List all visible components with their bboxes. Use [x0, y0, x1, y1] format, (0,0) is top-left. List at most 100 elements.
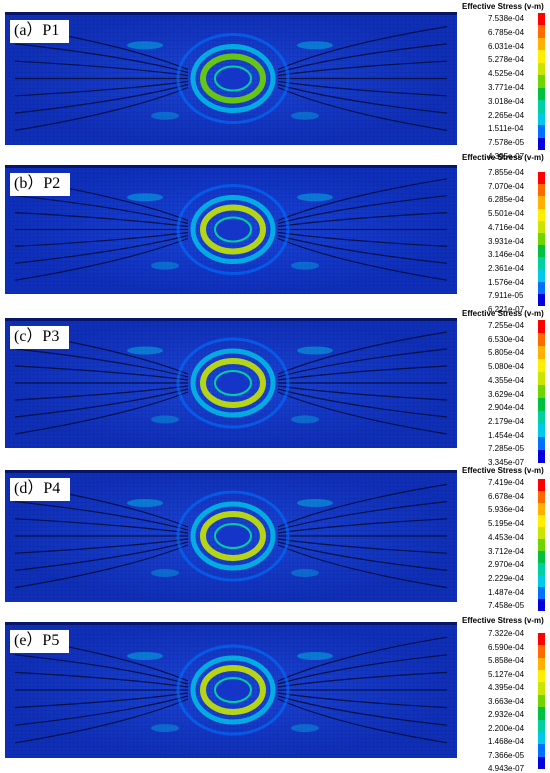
color-bar-swatch: [538, 172, 545, 185]
legend-tick-label: 7.458e-05: [488, 601, 525, 611]
color-bar-swatch: [538, 184, 545, 197]
legend-tick-label: 2.361e-04: [488, 263, 525, 273]
legend-tick-label: 7.855e-04: [488, 168, 525, 177]
color-bar-swatch: [538, 450, 545, 463]
color-bar: [538, 479, 545, 611]
color-bar-swatch: [538, 75, 545, 88]
legend-tick-label: 1.576e-04: [488, 277, 525, 287]
color-bar-swatch: [538, 563, 545, 575]
legend-tick-label: 5.080e-04: [488, 362, 525, 372]
legend-tick-label: 3.345e-07: [488, 458, 525, 467]
legend-tick-label: 6.785e-04: [488, 27, 525, 37]
legend-tick-label: 3.663e-04: [488, 696, 525, 706]
color-bar-swatch: [538, 599, 545, 611]
color-bar-swatch: [538, 281, 545, 294]
color-bar-swatch: [538, 527, 545, 539]
legend-tick-label: 1.487e-04: [488, 587, 525, 597]
color-bar-swatch: [538, 100, 545, 113]
legend-tick-label: 2.179e-04: [488, 416, 525, 426]
color-bar: [538, 172, 545, 306]
legend-tick-label: 3.712e-04: [488, 546, 525, 556]
color-bar-swatch: [538, 257, 545, 270]
panel-label: (b）P2: [10, 173, 71, 196]
color-bar-swatch: [538, 385, 545, 398]
legend-tick-label: 3.146e-04: [488, 250, 525, 260]
legend-tick-label: 7.366e-05: [488, 750, 525, 760]
color-bar-swatch: [538, 719, 545, 732]
color-bar-swatch: [538, 245, 545, 258]
color-bar-swatch: [538, 269, 545, 282]
color-bar-swatch: [538, 37, 545, 51]
color-bar-swatch: [538, 25, 545, 38]
legend-tick-label: 7.322e-04: [488, 629, 525, 638]
color-bar-swatch: [538, 587, 545, 599]
color-bar-swatch: [538, 682, 545, 695]
legend-tick-label: 7.070e-04: [488, 181, 525, 191]
color-bar-swatch: [538, 670, 545, 683]
color-bar-swatch: [538, 424, 545, 437]
legend-tick-label: 5.195e-04: [488, 519, 525, 529]
stress-field-image: [5, 318, 457, 448]
legend-tick-label: 7.911e-05: [488, 291, 524, 301]
legend-tick-label: 6.221e-07: [488, 305, 525, 314]
color-bar-swatch: [538, 112, 545, 126]
legend-tick-label: 4.716e-04: [488, 222, 525, 232]
legend-tick-label: 1.468e-04: [488, 737, 525, 746]
color-bar: [538, 320, 545, 463]
legend-tick-label: 4.355e-04: [488, 375, 525, 385]
legend-tick-label: 2.970e-04: [488, 560, 525, 570]
legend-tick-label: 3.018e-04: [488, 96, 525, 106]
legend-tick-label: 5.936e-04: [488, 505, 525, 515]
stress-field-image: [5, 622, 457, 758]
color-bar-swatch: [538, 220, 545, 233]
panel-label: (c）P3: [10, 326, 70, 349]
color-bar-swatch: [538, 346, 545, 359]
legend-title: Effective Stress (v-m): [462, 2, 544, 11]
legend-tick-label: 2.200e-04: [488, 723, 525, 733]
panel-label: (a）P1: [10, 20, 70, 43]
color-bar-swatch: [538, 320, 545, 333]
legend-title: Effective Stress (v-m): [462, 309, 544, 318]
panel-label: (e）P5: [10, 630, 70, 653]
color-bar-swatch: [538, 633, 545, 646]
legend-tick-label: 6.031e-04: [488, 41, 525, 51]
legend-tick-label: 2.904e-04: [488, 403, 525, 413]
legend-tick-label: 4.453e-04: [488, 532, 525, 542]
color-bar-swatch: [538, 62, 545, 76]
color-bar-swatch: [538, 372, 545, 385]
color-bar-swatch: [538, 657, 545, 671]
color-bar-swatch: [538, 333, 545, 346]
legend-tick-label: 5.858e-04: [488, 656, 525, 665]
legend-tick-label: 6.590e-04: [488, 642, 525, 652]
color-bar-swatch: [538, 491, 545, 503]
legend-tick-label: 7.419e-04: [488, 478, 525, 487]
legend-tick-label: 3.771e-04: [488, 83, 525, 92]
legend-tick-label: 2.265e-04: [488, 110, 525, 120]
legend-title: Effective Stress (v-m): [462, 616, 544, 625]
legend-tick-label: 5.278e-04: [488, 55, 525, 65]
legend-tick-label: 3.931e-04: [488, 236, 525, 246]
stress-field-image: [5, 165, 457, 294]
legend-tick-label: 5.805e-04: [488, 348, 525, 358]
legend-tick-label: 7.285e-05: [488, 444, 525, 454]
color-bar-swatch: [538, 293, 545, 306]
legend-tick-label: 7.538e-04: [488, 14, 525, 23]
legend-tick-label: 6.285e-04: [488, 195, 525, 205]
color-bar-swatch: [538, 756, 545, 769]
legend-tick-label: 7.255e-04: [488, 321, 525, 330]
color-bar-swatch: [538, 503, 545, 515]
stress-field-image: [5, 470, 457, 602]
color-bar-swatch: [538, 87, 545, 101]
color-bar-swatch: [538, 731, 545, 745]
color-bar-swatch: [538, 575, 545, 587]
legend-tick-label: 3.629e-04: [488, 389, 525, 399]
legend-tick-label: 5.127e-04: [488, 669, 525, 679]
legend-tick-label: 6.678e-04: [488, 491, 525, 501]
color-bar-swatch: [538, 398, 545, 411]
color-bar-swatch: [538, 137, 545, 150]
legend-tick-label: 4.395e-07: [488, 152, 525, 161]
legend-tick-label: 4.395e-04: [488, 683, 525, 692]
color-bar-swatch: [538, 196, 545, 209]
color-bar-swatch: [538, 208, 545, 221]
color-bar-swatch: [538, 744, 545, 757]
